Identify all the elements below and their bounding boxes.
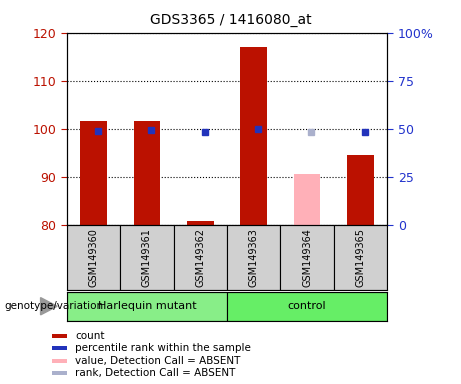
Text: GSM149364: GSM149364 [302, 228, 312, 287]
Text: control: control [288, 301, 326, 311]
Text: GSM149362: GSM149362 [195, 228, 205, 287]
Polygon shape [41, 298, 57, 315]
Text: count: count [75, 331, 104, 341]
Bar [187, 221, 214, 225]
Bar [80, 121, 107, 225]
Bar [52, 334, 66, 338]
Bar [174, 225, 227, 290]
Bar [52, 359, 66, 362]
Bar [67, 225, 120, 290]
Bar [134, 121, 160, 225]
Text: percentile rank within the sample: percentile rank within the sample [75, 343, 251, 353]
Bar [347, 155, 374, 225]
Bar [334, 225, 387, 290]
Text: genotype/variation: genotype/variation [5, 301, 104, 311]
Text: GSM149365: GSM149365 [355, 228, 366, 287]
Text: GSM149360: GSM149360 [89, 228, 99, 287]
Bar [67, 292, 227, 321]
Bar [52, 346, 66, 350]
Bar [294, 174, 320, 225]
Bar [52, 371, 66, 375]
Text: rank, Detection Call = ABSENT: rank, Detection Call = ABSENT [75, 368, 235, 378]
Text: GSM149361: GSM149361 [142, 228, 152, 287]
Bar [280, 225, 334, 290]
Bar [240, 47, 267, 225]
Text: value, Detection Call = ABSENT: value, Detection Call = ABSENT [75, 356, 240, 366]
Text: Harlequin mutant: Harlequin mutant [98, 301, 196, 311]
Text: GSM149363: GSM149363 [249, 228, 259, 287]
Text: GDS3365 / 1416080_at: GDS3365 / 1416080_at [150, 13, 311, 27]
Bar [227, 225, 280, 290]
Bar [120, 225, 174, 290]
Bar [227, 292, 387, 321]
